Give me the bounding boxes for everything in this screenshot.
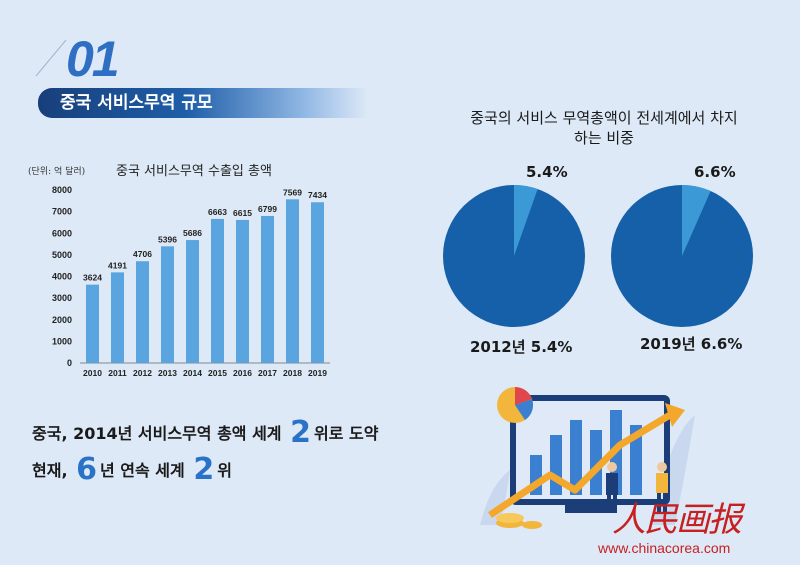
bar	[86, 284, 99, 363]
bar-chart-y-tick: 2000	[52, 315, 72, 325]
pie-2019-caption: 2019년 6.6%	[640, 335, 743, 353]
pie-slice-china	[514, 185, 538, 256]
bar-chart-y-tick: 5000	[52, 250, 72, 260]
bar-data-label: 4706	[133, 249, 152, 259]
pie-2012-caption: 2012년 5.4%	[470, 338, 573, 356]
coins-icon	[496, 513, 542, 529]
trend-arrow-icon	[488, 403, 685, 518]
bar-chart-x-tick: 2011	[108, 368, 127, 378]
section-title-bar	[38, 88, 368, 118]
summary-line-2-text-a: 현재,	[32, 461, 68, 480]
summary-line-2-text-c: 위	[217, 461, 232, 480]
summary-line-1-text-b: 위로 도약	[313, 424, 379, 443]
bar-data-label: 5686	[183, 228, 202, 238]
bar-data-label: 6663	[208, 207, 227, 217]
summary-line-1-text-a: 중국, 2014년 서비스무역 총액 세계	[32, 424, 282, 443]
bar	[236, 219, 249, 363]
summary-line-1: 중국, 2014년 서비스무역 총액 세계 2 위로 도약	[32, 415, 378, 450]
bar-chart-y-tick: 3000	[52, 293, 72, 303]
watermark-logo: 人民画报	[612, 500, 742, 540]
bar-data-label: 7569	[283, 187, 302, 197]
bar	[161, 246, 174, 363]
bar-chart-x-tick: 2010	[83, 368, 102, 378]
businessman-icon	[606, 462, 618, 513]
bar-chart-x-tick: 2013	[158, 368, 177, 378]
pie-2019-slice-label: 6.6%	[694, 163, 736, 181]
section-number: 01	[66, 31, 120, 87]
bar	[136, 261, 149, 363]
summary-line-2-text-b: 년 연속 세계	[99, 461, 185, 480]
bar-chart-x-tick: 2019	[308, 368, 327, 378]
bar-chart-y-tick: 8000	[52, 185, 72, 195]
bar	[111, 272, 124, 363]
summary-years-number: 6	[76, 452, 97, 487]
bar	[261, 215, 274, 363]
bar-chart-y-tick: 1000	[52, 336, 72, 346]
bar-chart-title: 중국 서비스무역 수출입 총액	[116, 164, 272, 179]
summary-rank-number-2: 2	[193, 452, 215, 487]
growth-illustration	[480, 386, 695, 529]
bar-data-label: 6799	[258, 204, 277, 214]
bar-data-label: 5396	[158, 234, 177, 244]
bar-data-label: 3624	[83, 273, 102, 283]
bar	[211, 218, 224, 363]
bar-chart-x-tick: 2018	[283, 368, 302, 378]
decorative-slash	[35, 39, 67, 77]
bar-chart-y-tick: 0	[67, 358, 72, 368]
section-title: 중국 서비스무역 규모	[60, 93, 213, 113]
pie-slice-china	[682, 185, 711, 256]
bar-chart-y-tick: 7000	[52, 207, 72, 217]
pie-section-title: 중국의 서비스 무역총액이 전세계에서 차지하는 비중	[470, 109, 738, 147]
bar-chart-unit: (단위: 억 달러)	[28, 167, 86, 177]
bar-data-label: 4191	[108, 260, 127, 270]
bar-chart-x-tick: 2014	[183, 368, 202, 378]
bar-chart-y-tick: 4000	[52, 272, 72, 282]
bar-chart-x-tick: 2015	[208, 368, 227, 378]
bar-data-label: 7434	[308, 190, 327, 200]
bar-chart-x-tick: 2017	[258, 368, 277, 378]
bar	[286, 199, 299, 363]
summary-rank-number: 2	[290, 415, 311, 450]
bar-chart-y-tick: 6000	[52, 228, 72, 238]
bar-chart-x-tick: 2016	[233, 368, 252, 378]
businesswoman-icon	[656, 462, 668, 513]
bar	[311, 202, 324, 363]
watermark-url: www.chinacorea.com	[598, 540, 731, 556]
pie-2012-slice-label: 5.4%	[526, 163, 568, 181]
bar-data-label: 6615	[233, 208, 252, 218]
bar-chart-x-tick: 2012	[133, 368, 152, 378]
pie-chart-icon	[497, 386, 534, 423]
bar	[186, 240, 199, 363]
